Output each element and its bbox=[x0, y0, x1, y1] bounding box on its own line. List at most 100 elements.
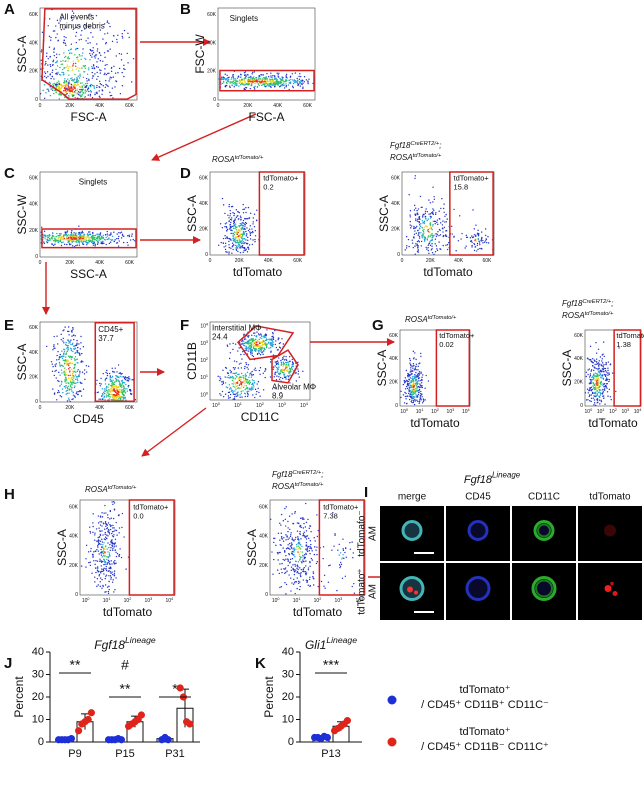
event-dot bbox=[93, 242, 95, 244]
event-dot bbox=[58, 80, 60, 82]
event-dot bbox=[51, 234, 54, 237]
event-dot bbox=[89, 231, 91, 233]
event-dot bbox=[95, 550, 97, 552]
event-dot bbox=[602, 368, 605, 371]
event-dot bbox=[285, 378, 287, 380]
event-dot bbox=[247, 336, 249, 338]
event-dot bbox=[446, 218, 448, 220]
event-dot bbox=[261, 348, 263, 350]
event-dot bbox=[291, 358, 294, 361]
event-dot bbox=[602, 353, 604, 355]
event-dot bbox=[415, 243, 417, 245]
gate bbox=[613, 329, 642, 407]
event-dot bbox=[79, 348, 81, 350]
event-dot bbox=[64, 87, 66, 89]
event-dot bbox=[420, 386, 423, 388]
event-dot bbox=[232, 367, 235, 369]
text-part: tdTomato/+ bbox=[428, 314, 457, 320]
event-dot bbox=[71, 69, 73, 72]
event-dot bbox=[242, 247, 244, 249]
event-dot bbox=[471, 241, 473, 243]
event-dot bbox=[594, 392, 597, 395]
event-dot bbox=[472, 236, 475, 238]
event-dot bbox=[260, 351, 262, 353]
event-dot bbox=[294, 81, 296, 84]
event-dot bbox=[248, 388, 251, 391]
event-dot bbox=[240, 218, 242, 221]
event-dot bbox=[437, 223, 439, 226]
event-dot bbox=[300, 75, 302, 78]
event-dot bbox=[67, 56, 70, 58]
event-dot bbox=[117, 390, 120, 393]
event-dot bbox=[237, 377, 240, 379]
event-dot bbox=[475, 235, 477, 238]
event-dot bbox=[104, 536, 107, 538]
event-dot bbox=[75, 392, 77, 395]
event-dot bbox=[65, 382, 67, 384]
event-dot bbox=[243, 249, 245, 252]
event-dot bbox=[111, 381, 113, 383]
event-dot bbox=[416, 243, 419, 245]
event-dot bbox=[88, 67, 90, 69]
event-dot bbox=[285, 558, 287, 560]
event-dot bbox=[416, 244, 418, 247]
event-dot bbox=[118, 231, 120, 234]
event-dot bbox=[240, 84, 242, 86]
event-dot bbox=[74, 363, 77, 366]
event-dot bbox=[607, 378, 609, 380]
event-dot bbox=[98, 398, 100, 400]
event-dot bbox=[272, 343, 274, 346]
event-dot bbox=[590, 394, 593, 396]
event-dot bbox=[265, 346, 268, 349]
tick-text: 40K bbox=[29, 350, 39, 356]
event-dot bbox=[243, 344, 245, 347]
event-dot bbox=[102, 234, 104, 236]
event-dot bbox=[284, 582, 286, 584]
event-dot bbox=[436, 219, 439, 221]
event-dot bbox=[75, 35, 77, 37]
event-dot bbox=[427, 247, 429, 249]
event-dot bbox=[131, 81, 133, 83]
event-dot bbox=[252, 344, 254, 346]
event-dot bbox=[240, 224, 242, 227]
event-dot bbox=[429, 244, 432, 247]
event-dot bbox=[63, 237, 66, 240]
event-dot bbox=[68, 81, 70, 84]
event-dot bbox=[416, 396, 419, 398]
y-tick-label: 40K bbox=[391, 201, 401, 207]
event-dot bbox=[52, 84, 55, 87]
event-dot bbox=[259, 348, 261, 351]
event-dot bbox=[71, 241, 73, 243]
event-dot bbox=[250, 389, 252, 391]
event-dot bbox=[254, 338, 257, 341]
event-dot bbox=[59, 353, 62, 356]
event-dot bbox=[247, 206, 250, 209]
x-tick-label: 103 bbox=[278, 402, 286, 409]
event-dot bbox=[99, 530, 101, 532]
event-dot bbox=[592, 375, 594, 378]
event-dot bbox=[263, 77, 266, 80]
tick-base: 10 bbox=[416, 409, 422, 415]
event-dot bbox=[57, 234, 59, 237]
tick-text: 40K bbox=[389, 357, 399, 363]
event-dot bbox=[49, 234, 51, 236]
x-tick-label: 0 bbox=[39, 260, 42, 266]
event-dot bbox=[596, 394, 598, 397]
event-dot bbox=[428, 213, 430, 215]
event-dot bbox=[237, 239, 239, 241]
event-dot bbox=[422, 374, 424, 376]
event-dot bbox=[242, 232, 245, 234]
event-dot bbox=[232, 398, 234, 400]
event-dot bbox=[64, 26, 67, 28]
event-dot bbox=[124, 378, 127, 381]
event-dot bbox=[254, 79, 256, 81]
event-dot bbox=[257, 80, 259, 82]
event-dot bbox=[53, 374, 56, 377]
event-dot bbox=[277, 74, 279, 76]
event-dot bbox=[257, 349, 259, 351]
event-dot bbox=[442, 207, 445, 210]
event-dot bbox=[222, 78, 225, 81]
text-part: CreERT2/+ bbox=[582, 298, 611, 304]
event-dot bbox=[237, 395, 239, 397]
event-dot bbox=[280, 369, 283, 371]
